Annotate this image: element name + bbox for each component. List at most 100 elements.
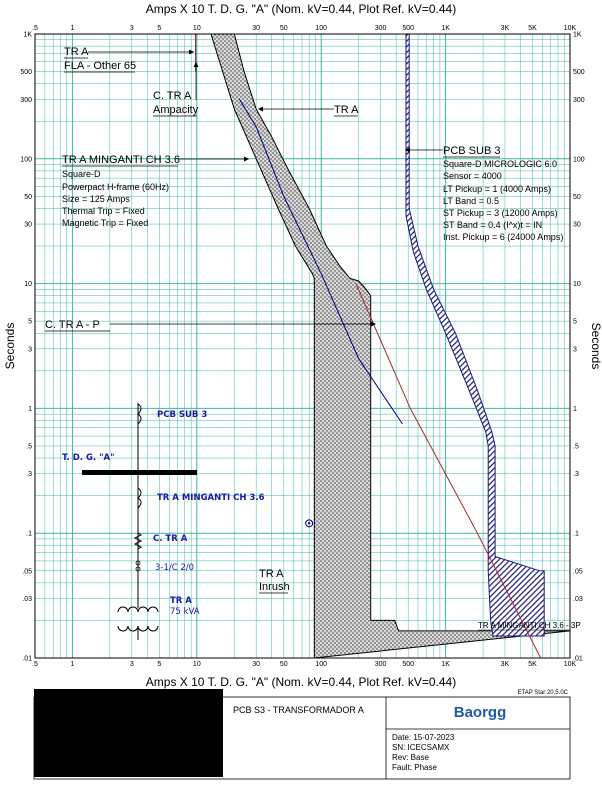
ol-bus-bar [82, 470, 197, 475]
x-tick-label: 500 [402, 661, 414, 668]
company-logo: Baorgg [454, 704, 507, 721]
minganti-title: TR A MINGANTI CH 3.6 [62, 154, 180, 166]
y-tick-label: 30 [573, 222, 581, 229]
c-tr-a-p-label: C. TR A - P [45, 319, 100, 331]
y-tick-label: 1K [573, 32, 582, 39]
inrush-line2: Inrush [259, 581, 290, 593]
x-tick-label: 300 [375, 661, 387, 668]
series-layer [195, 33, 571, 659]
minganti-line-4: Thermal Trip = Fixed [62, 206, 145, 216]
y-tick-label: .1 [573, 531, 579, 538]
pcb-sub3-line-3: LT Pickup = 1 (4000 Amps) [443, 184, 551, 194]
y-tick-label: 300 [20, 97, 32, 104]
x-tick-label: 300 [375, 25, 387, 32]
y-tick-label: .03 [22, 596, 32, 603]
x-tick-label: 1 [70, 661, 74, 668]
plot-frame [34, 33, 571, 659]
y-tick-label: .5 [26, 443, 32, 450]
y-tick-label: 1K [23, 32, 32, 39]
one-line-diagram: PCB SUB 3 T. D. G. "A" TR A MINGANTI CH … [62, 403, 265, 640]
ol-ctra: C. TR A [153, 534, 188, 544]
pcb-sub3-title: PCB SUB 3 [443, 145, 500, 157]
redacted-block [34, 689, 223, 777]
minganti-line-3: Size = 125 Amps [62, 194, 130, 204]
footer-fault: Fault: Phase [392, 763, 437, 772]
y-tick-label: 10 [24, 281, 32, 288]
x-tick-label: 5K [528, 25, 537, 32]
x-tick-label: 1 [70, 25, 74, 32]
ol-pcb-sub3: PCB SUB 3 [157, 410, 207, 420]
y-tick-label: 50 [24, 194, 32, 201]
series-c-tr-a-p-line [355, 283, 542, 659]
footer-date: Date: 15-07-2023 [392, 733, 455, 742]
pcb-sub3-line-1: Square-D MICROLOGIC 6.0 [443, 159, 557, 169]
pcb-sub3-line-5: ST Pickup = 3 (12000 Amps) [443, 208, 558, 218]
y-tick-label: 300 [573, 97, 585, 104]
tr-a-fla-title: TR A [64, 46, 89, 58]
x-tick-label: 5 [157, 25, 161, 32]
x-tick-label: 500 [402, 25, 414, 32]
x-tick-label: 3 [130, 25, 134, 32]
pcb-sub3-line-4: LT Band = 0.5 [443, 196, 499, 206]
x-tick-label: 3K [501, 25, 510, 32]
y-tick-label: .05 [22, 568, 32, 575]
ol-bus-label: T. D. G. "A" [62, 453, 115, 463]
y-tick-label: 500 [573, 69, 585, 76]
inrush-title: TR A [259, 568, 284, 580]
y-tick-label: 5 [28, 319, 32, 326]
tick-labels: .5 .5 1 1 3 3 5 5 10 10 30 30 50 50 100 100 300 300 500 500… [20, 25, 584, 668]
x-tick-label: .5 [32, 661, 38, 668]
footer-rev: Rev: Base [392, 753, 429, 762]
pcb-sub3-line-7: Inst. Pickup = 6 (24000 Amps) [443, 232, 563, 242]
y-tick-label: 5 [573, 319, 577, 326]
x-tick-label: 3 [130, 661, 134, 668]
tr-a-ampacity-line2: Ampacity [153, 104, 199, 116]
y-tick-label: .01 [573, 656, 583, 663]
chart-title: Amps X 10 T. D. G. "A" (Nom. kV=0.44, Pl… [146, 2, 456, 16]
series-tr-a-minganti-ch-3-6-band [210, 33, 571, 659]
x-tick-label: 10 [193, 661, 201, 668]
x-tick-label: 50 [280, 661, 288, 668]
y-tick-label: 100 [573, 156, 585, 163]
markers [305, 519, 314, 528]
y-tick-label: 50 [573, 194, 581, 201]
x-tick-label: 30 [252, 661, 260, 668]
y-tick-label: .01 [22, 656, 32, 663]
x-axis-label: Amps X 10 T. D. G. "A" (Nom. kV=0.44, Pl… [146, 675, 456, 689]
x-tick-label: 1K [441, 25, 450, 32]
minganti-line-2: Powerpact H-frame (60Hz) [62, 182, 169, 192]
minganti-line-1: Square-D [62, 169, 101, 179]
ol-cable: 3-1/C 2/0 [155, 563, 194, 573]
series-pcb-sub-3-band [405, 33, 545, 637]
y-tick-label: .3 [573, 471, 579, 478]
pcb-sub3-line-2: Sensor = 4000 [443, 171, 502, 181]
minganti-bottom-label: TR A MINGANTI CH 3.6 - 3P [478, 621, 581, 630]
x-tick-label: 10K [564, 661, 577, 668]
y-tick-label: 10 [573, 281, 581, 288]
x-tick-label: 30 [252, 25, 260, 32]
inrush-marker-dot [307, 522, 311, 525]
footer-sn: SN: ICECSAMX [392, 743, 450, 752]
y-tick-label: 30 [24, 222, 32, 229]
y-tick-label: .3 [26, 471, 32, 478]
project-name: PCB S3 - TRANSFORMADOR A [233, 705, 364, 715]
tr-a-fla-line2: FLA - Other 65 [64, 60, 136, 72]
y-tick-label: 1 [28, 406, 32, 413]
y-axis-label-right: Seconds [589, 323, 602, 370]
y-tick-label: .1 [26, 531, 32, 538]
pcb-sub3-line-6: ST Band = 0.4 (I^x)t = IN [443, 220, 542, 230]
tr-a-ampacity-title: C. TR A [153, 90, 192, 102]
x-tick-label: 100 [315, 661, 327, 668]
x-tick-label: 10K [564, 25, 577, 32]
annotations: TR A FLA - Other 65 C. TR A Ampacity TR … [45, 46, 581, 631]
x-tick-label: 10 [193, 25, 201, 32]
inrush-marker [305, 519, 314, 528]
x-tick-label: .5 [32, 25, 38, 32]
x-tick-label: 5K [528, 661, 537, 668]
y-tick-label: .03 [573, 596, 583, 603]
y-tick-label: 500 [20, 69, 32, 76]
y-tick-label: 100 [20, 156, 32, 163]
y-tick-label: .05 [573, 568, 583, 575]
y-axis-label-left: Seconds [3, 323, 17, 370]
